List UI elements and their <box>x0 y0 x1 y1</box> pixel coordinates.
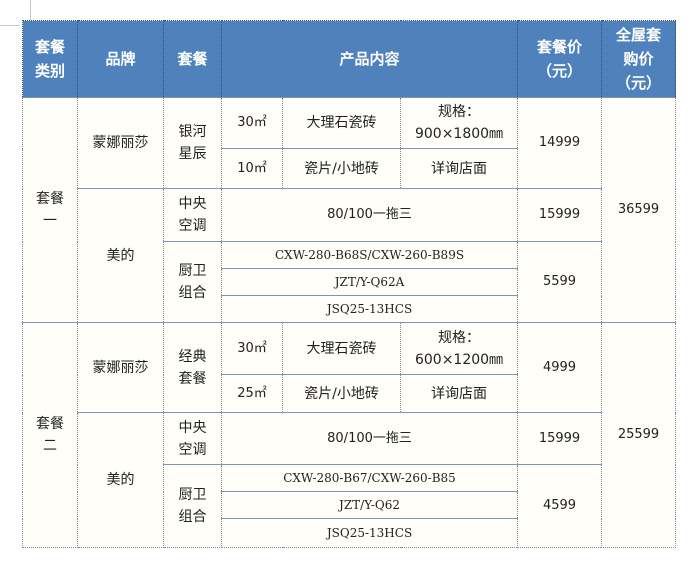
kitchen-bath-price: 5599 <box>517 241 603 323</box>
table-row: JZT/Y-Q62A <box>23 268 676 296</box>
tile-product: 瓷片/小地砖 <box>282 148 401 189</box>
appliance-brand: 美的 <box>77 188 164 323</box>
tile-brand: 蒙娜丽莎 <box>77 322 164 413</box>
header-category: 套餐 类别 <box>22 20 78 98</box>
header-price: 套餐价 （元） <box>517 20 603 98</box>
tile-product: 瓷片/小地砖 <box>282 374 401 413</box>
tile-spec: 规格： 600×1200㎜ <box>399 322 519 375</box>
tile-product: 大理石瓷砖 <box>282 97 401 149</box>
header-content: 产品内容 <box>220 20 519 98</box>
table-row: 套餐 二蒙娜丽莎 经典 套餐 30㎡ 大理石瓷砖 规格： 600×1200㎜ 4999 25… <box>22 322 677 548</box>
ac-content: 80/100一拖三 <box>220 188 519 242</box>
package-price-table: 套餐 类别 品牌 套餐 产品内容 套餐价 （元） 全屋套 购价 （元） 套餐 一… <box>22 20 677 548</box>
header-total: 全屋套 购价 （元） <box>601 20 677 98</box>
kitchen-bath-item: CXW-280-B68S/CXW-260-B89S <box>220 241 519 269</box>
tile-area: 30㎡ <box>221 97 283 149</box>
table-row: 10㎡ 瓷片/小地砖 详询店面 <box>23 148 676 189</box>
package-total-price: 25599 <box>601 322 677 548</box>
margin-guide <box>30 0 31 20</box>
ac-name: 中央 空调 <box>163 412 222 465</box>
tile-spec: 详询店面 <box>399 374 519 413</box>
package-category: 套餐 二 <box>22 322 78 548</box>
package-category: 套餐 一 <box>22 97 78 323</box>
ac-price: 15999 <box>517 188 603 242</box>
ac-price: 15999 <box>517 412 603 465</box>
appliance-brand: 美的 <box>77 412 164 548</box>
tile-spec: 规格： 900×1800㎜ <box>399 97 519 149</box>
table-row: JSQ25-13HCS <box>23 295 676 323</box>
tile-spec: 详询店面 <box>399 148 519 189</box>
tile-package-name: 银河 星辰 <box>163 97 222 189</box>
kitchen-bath-item: CXW-280-B67/CXW-260-B85 <box>220 464 519 492</box>
ac-name: 中央 空调 <box>163 188 222 242</box>
tile-product: 大理石瓷砖 <box>282 322 401 375</box>
header-package: 套餐 <box>163 20 222 98</box>
tile-package-name: 经典 套餐 <box>163 322 222 413</box>
tile-area: 10㎡ <box>221 148 283 189</box>
table-row: 美的 中央 空调 80/100一拖三 15999 <box>23 188 676 323</box>
kitchen-bath-item: JZT/Y-Q62A <box>220 268 519 296</box>
table-row: 套餐 一蒙娜丽莎 银河 星辰 30㎡ 大理石瓷砖 规格： 900×1800㎜ 14999 3… <box>22 97 677 323</box>
table-row: 厨卫 组合 CXW-280-B67/CXW-260-B85 4599 <box>23 464 676 548</box>
tile-area: 30㎡ <box>221 322 283 375</box>
table-row: JSQ25-13HCS <box>23 518 676 548</box>
kitchen-bath-item: JSQ25-13HCS <box>220 518 519 548</box>
kitchen-bath-item: JZT/Y-Q62 <box>220 491 519 519</box>
ac-content: 80/100一拖三 <box>220 412 519 465</box>
table-row: 25㎡ 瓷片/小地砖 详询店面 <box>23 374 676 413</box>
kitchen-bath-price: 4599 <box>517 464 603 548</box>
header-brand: 品牌 <box>77 20 164 98</box>
kitchen-bath-name: 厨卫 组合 <box>163 464 222 548</box>
table-row: 厨卫 组合 CXW-280-B68S/CXW-260-B89S 5599 <box>23 241 676 323</box>
margin-guide <box>0 25 20 26</box>
tile-area: 25㎡ <box>221 374 283 413</box>
table-row: 美的 中央 空调 80/100一拖三 15999 <box>23 412 676 548</box>
tile-price: 14999 <box>517 97 603 189</box>
header-row: 套餐 类别 品牌 套餐 产品内容 套餐价 （元） 全屋套 购价 （元） <box>22 20 677 98</box>
tile-brand: 蒙娜丽莎 <box>77 97 164 189</box>
kitchen-bath-item: JSQ25-13HCS <box>220 295 519 323</box>
tile-price: 4999 <box>517 322 603 413</box>
package-total-price: 36599 <box>601 97 677 323</box>
table-row: JZT/Y-Q62 <box>23 491 676 519</box>
kitchen-bath-name: 厨卫 组合 <box>163 241 222 323</box>
